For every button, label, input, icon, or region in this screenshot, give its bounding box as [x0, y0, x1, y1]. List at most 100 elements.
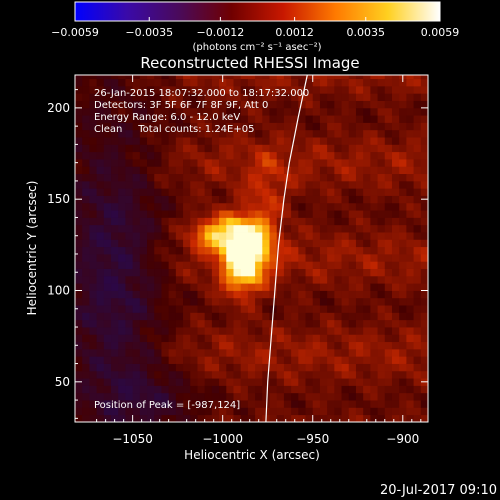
heatmap-cell — [262, 239, 270, 248]
heatmap-cell — [204, 115, 213, 123]
heatmap-cell — [276, 370, 285, 379]
heatmap-cell — [226, 268, 234, 277]
heatmap-cell — [312, 151, 321, 160]
heatmap-cell — [269, 93, 278, 101]
y-tick-label: 150 — [47, 192, 70, 206]
heatmap-cell — [384, 275, 393, 284]
heatmap-cell — [175, 334, 184, 343]
heatmap-cell — [161, 327, 170, 335]
heatmap-cell — [262, 290, 270, 299]
heatmap-cell — [420, 400, 428, 408]
heatmap-cell — [370, 100, 378, 109]
heatmap-cell — [82, 239, 90, 248]
heatmap-cell — [399, 122, 407, 131]
heatmap-cell — [355, 356, 364, 364]
heatmap-cell — [168, 122, 177, 131]
heatmap-cell — [111, 166, 119, 175]
heatmap-cell — [161, 348, 170, 357]
heatmap-cell — [154, 195, 162, 204]
heatmap-cell — [312, 195, 321, 204]
heatmap-cell — [334, 129, 342, 138]
heatmap-cell — [399, 297, 407, 306]
heatmap-cell — [139, 261, 148, 269]
heatmap-cell — [183, 232, 191, 240]
heatmap-cell — [363, 159, 371, 167]
heatmap-cell — [341, 129, 350, 138]
heatmap-cell — [96, 195, 105, 204]
heatmap-cell — [75, 173, 83, 182]
heatmap-cell — [269, 115, 278, 123]
heatmap-cell — [377, 334, 386, 343]
heatmap-cell — [363, 100, 371, 109]
heatmap-cell — [420, 122, 428, 131]
heatmap-cell — [111, 173, 119, 182]
heatmap-cell — [197, 319, 206, 328]
heatmap-cell — [370, 195, 378, 204]
heatmap-cell — [399, 356, 407, 364]
heatmap-cell — [363, 268, 371, 277]
heatmap-cell — [291, 166, 299, 175]
heatmap-cell — [125, 188, 134, 196]
heatmap-cell — [312, 78, 321, 87]
heatmap-cell — [262, 305, 270, 313]
heatmap-cell — [139, 166, 148, 175]
heatmap-cell — [420, 137, 428, 145]
heatmap-cell — [175, 305, 184, 313]
heatmap-cell — [240, 159, 249, 167]
heatmap-cell — [262, 319, 270, 328]
heatmap-cell — [204, 407, 213, 416]
heatmap-cell — [219, 159, 227, 167]
heatmap-cell — [327, 385, 335, 394]
heatmap-cell — [327, 348, 335, 357]
heatmap-cell — [355, 290, 364, 299]
heatmap-cell — [334, 151, 342, 160]
heatmap-cell — [255, 305, 263, 313]
heatmap-cell — [291, 356, 299, 364]
heatmap-cell — [377, 232, 386, 240]
heatmap-cell — [319, 217, 328, 226]
heatmap-cell — [82, 327, 90, 335]
heatmap-cell — [190, 378, 198, 386]
heatmap-cell — [247, 334, 256, 343]
heatmap-cell — [154, 348, 162, 357]
heatmap-cell — [348, 400, 357, 408]
heatmap-cell — [319, 392, 328, 401]
heatmap-cell — [399, 378, 407, 386]
heatmap-cell — [125, 122, 134, 131]
heatmap-cell — [283, 400, 292, 408]
heatmap-cell — [183, 268, 191, 277]
heatmap-cell — [312, 202, 321, 211]
heatmap-cell — [240, 217, 249, 226]
heatmap-cell — [269, 246, 278, 255]
heatmap-cell — [384, 85, 393, 94]
heatmap-cell — [226, 414, 234, 422]
heatmap-cell — [334, 107, 342, 116]
heatmap-cell — [211, 261, 220, 269]
heatmap-cell — [269, 180, 278, 189]
heatmap-cell — [211, 239, 220, 248]
heatmap-cell — [183, 400, 191, 408]
heatmap-cell — [406, 232, 414, 240]
heatmap-cell — [154, 173, 162, 182]
heatmap-cell — [283, 210, 292, 218]
heatmap-cell — [139, 290, 148, 299]
heatmap-cell — [291, 414, 299, 422]
heatmap-cell — [82, 188, 90, 196]
heatmap-cell — [240, 129, 249, 138]
heatmap-cell — [82, 253, 90, 262]
heatmap-cell — [312, 370, 321, 379]
heatmap-cell — [161, 180, 170, 189]
heatmap-cell — [391, 151, 400, 160]
heatmap-cell — [355, 363, 364, 372]
heatmap-cell — [161, 166, 170, 175]
heatmap-cell — [312, 253, 321, 262]
heatmap-cell — [190, 239, 198, 248]
heatmap-cell — [168, 180, 177, 189]
heatmap-cell — [190, 100, 198, 109]
heatmap-cell — [183, 253, 191, 262]
heatmap-cell — [341, 348, 350, 357]
heatmap-cell — [327, 319, 335, 328]
heatmap-cell — [327, 93, 335, 101]
heatmap-cell — [355, 100, 364, 109]
heatmap-cell — [327, 327, 335, 335]
